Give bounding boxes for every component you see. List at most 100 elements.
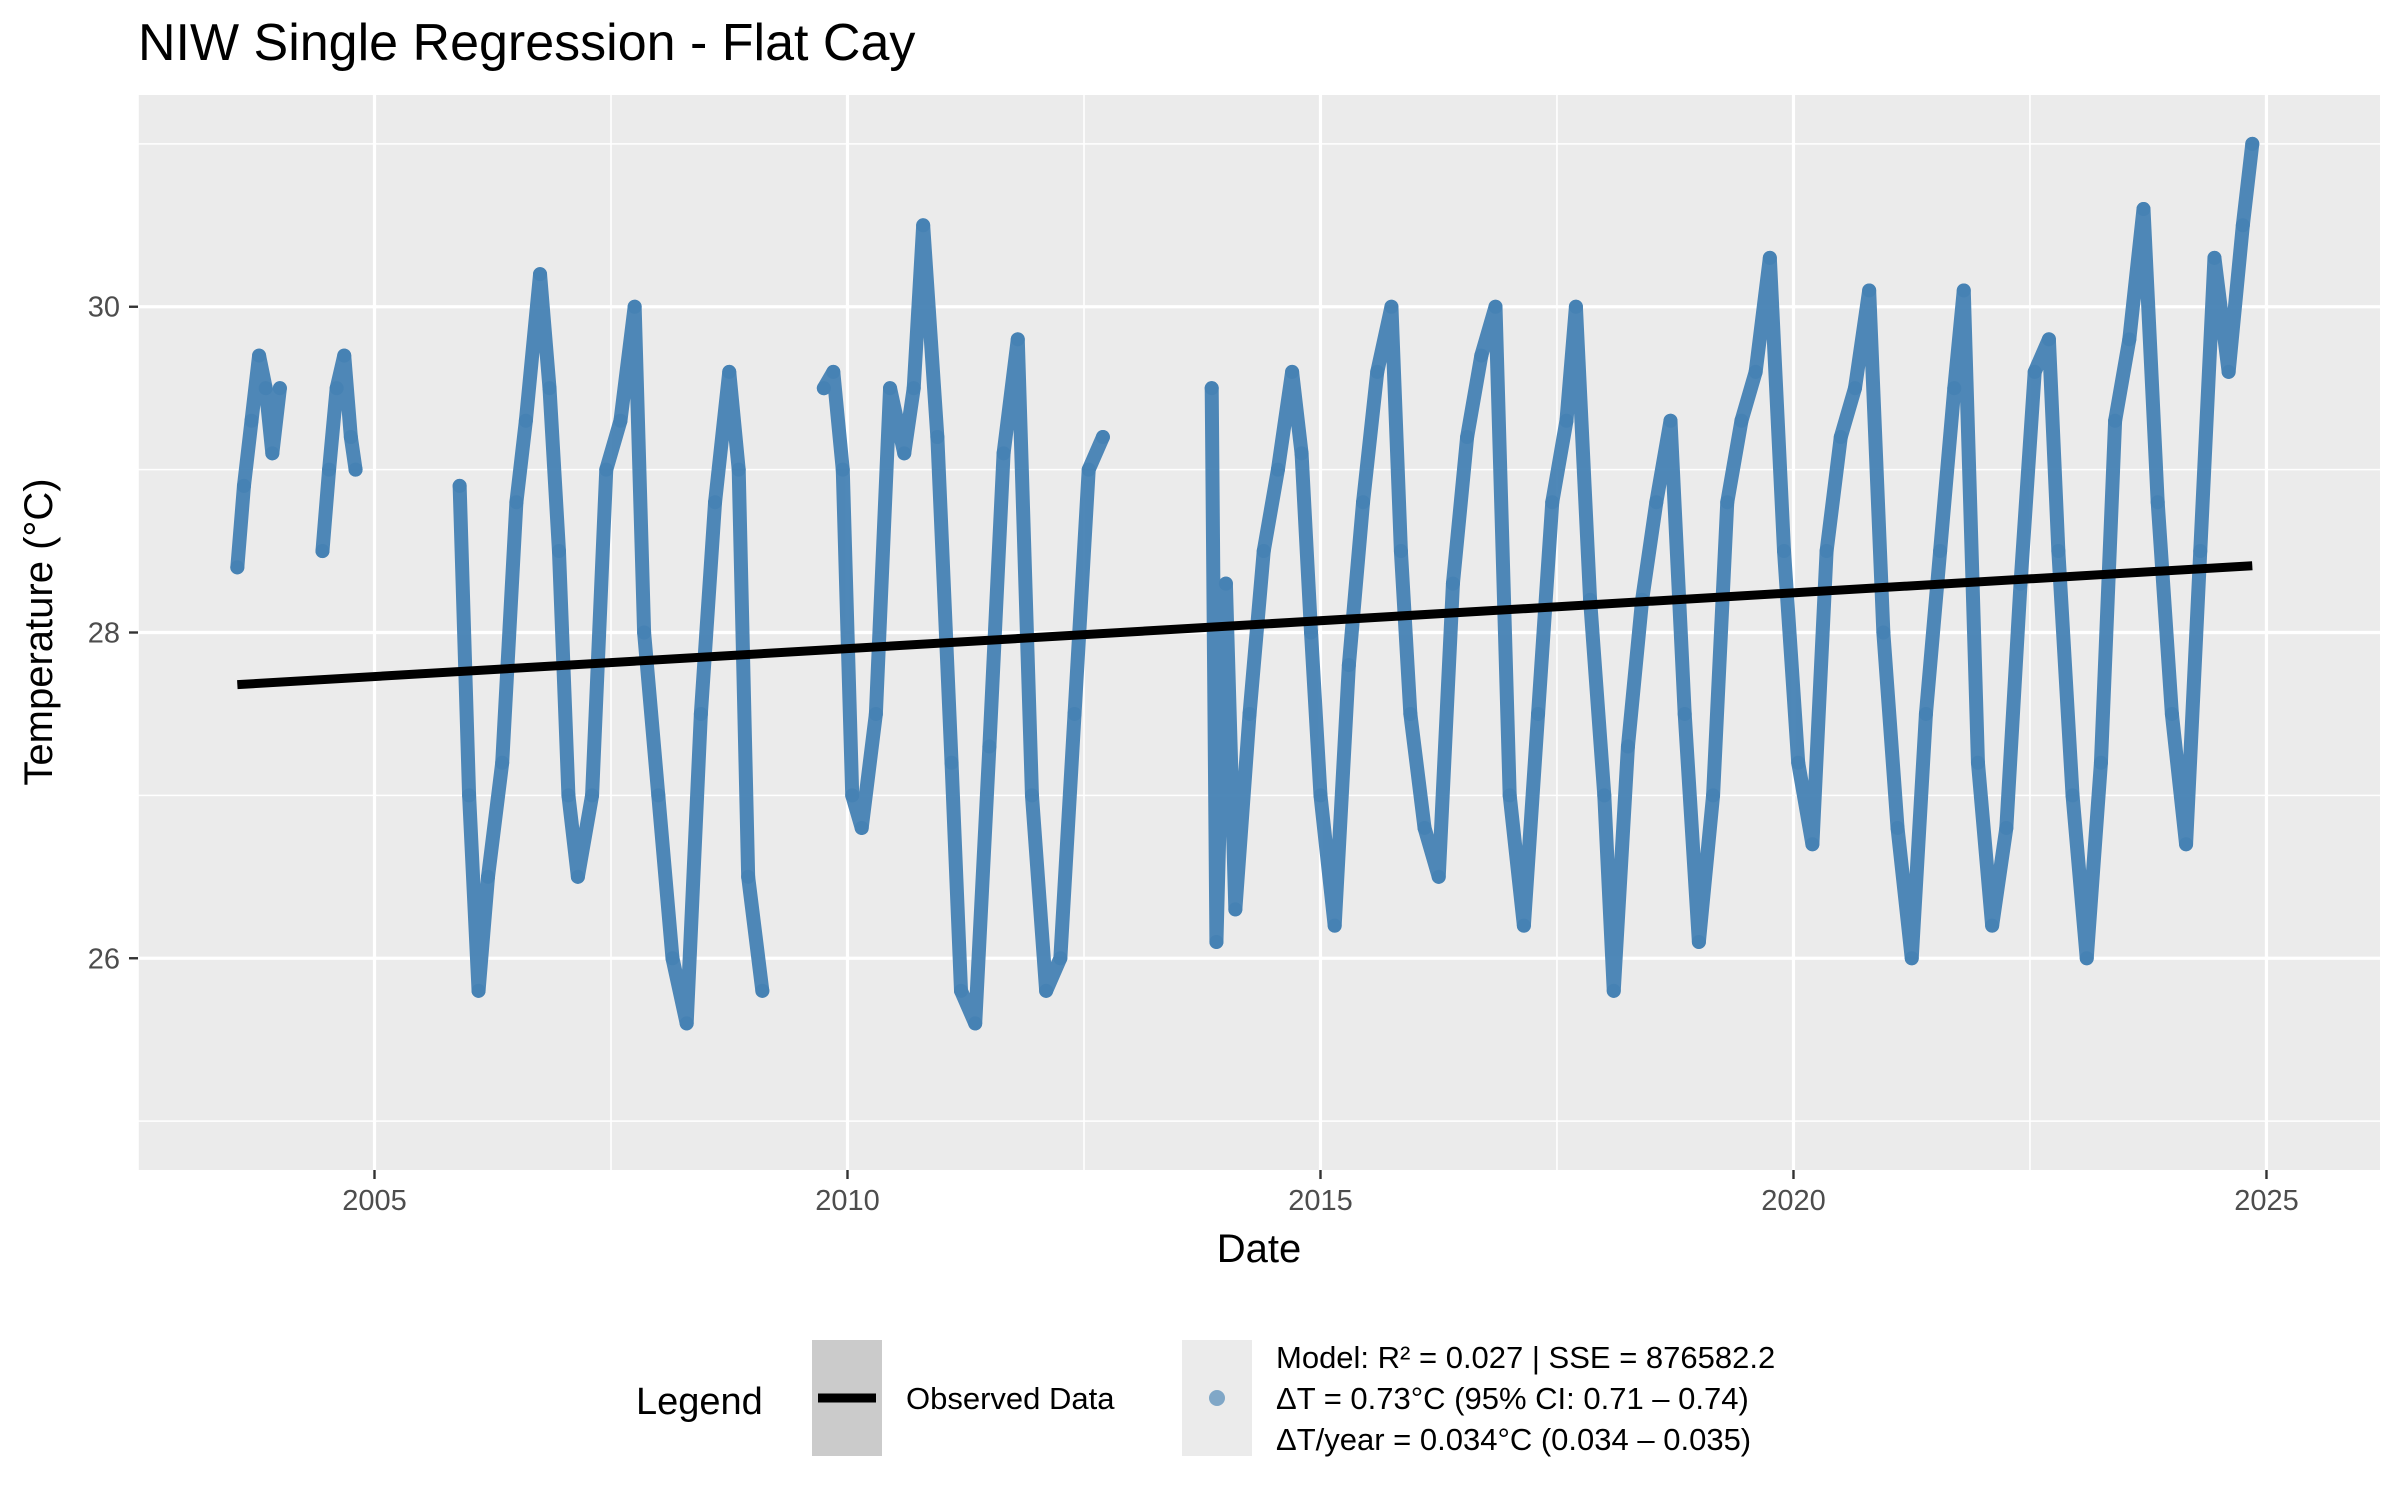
observed-data-point xyxy=(570,869,585,884)
observed-data-point xyxy=(343,430,358,445)
observed-data-point xyxy=(1805,837,1820,852)
x-tick-label: 2010 xyxy=(815,1185,880,1217)
observed-data-point xyxy=(1242,706,1257,721)
observed-data-point xyxy=(1474,348,1489,363)
observed-data-point xyxy=(906,381,921,396)
observed-data-point xyxy=(272,381,287,396)
observed-data-point xyxy=(561,788,576,803)
observed-data-point xyxy=(1649,495,1664,510)
observed-data-point xyxy=(826,364,841,379)
observed-data-point xyxy=(1270,462,1285,477)
observed-data-point xyxy=(1228,902,1243,917)
x-tick-label: 2005 xyxy=(342,1185,407,1217)
observed-data-point xyxy=(533,267,548,282)
observed-data-point xyxy=(2207,250,2222,265)
observed-data-point xyxy=(883,381,898,396)
observed-data-point xyxy=(1460,430,1475,445)
observed-data-point xyxy=(2108,413,2123,428)
legend: Legend Observed Data Model: R² = 0.027 |… xyxy=(636,1340,1775,1457)
observed-data-point xyxy=(1024,788,1039,803)
observed-data-point xyxy=(1204,381,1219,396)
observed-data-point xyxy=(1010,332,1025,347)
observed-data-point xyxy=(1791,755,1806,770)
observed-data-point xyxy=(1999,820,2014,835)
legend-title: Legend xyxy=(636,1381,763,1423)
observed-data-point xyxy=(2065,788,2080,803)
observed-data-point xyxy=(244,413,259,428)
observed-data-point xyxy=(627,299,642,314)
observed-data-point xyxy=(708,495,723,510)
trend-line-layer xyxy=(237,561,2253,690)
y-axis: 26 28 30 xyxy=(88,292,138,975)
observed-data-point xyxy=(322,462,337,477)
observed-data-point xyxy=(1304,625,1319,640)
observed-data-point xyxy=(1545,495,1560,510)
observed-data-point xyxy=(679,1016,694,1031)
observed-data-point xyxy=(731,462,746,477)
observed-data-point xyxy=(1095,430,1110,445)
observed-data-point xyxy=(954,983,969,998)
observed-data-point xyxy=(996,446,1011,461)
observed-data-layer xyxy=(230,136,2260,1031)
observed-data-point xyxy=(1777,544,1792,559)
observed-data-segment xyxy=(452,267,770,1031)
observed-data-point xyxy=(599,462,614,477)
observed-data-point xyxy=(1734,413,1749,428)
observed-data-point xyxy=(1918,706,1933,721)
observed-data-point xyxy=(1819,544,1834,559)
observed-data-point xyxy=(1356,495,1371,510)
observed-data-point xyxy=(236,478,251,493)
observed-data-point xyxy=(1970,755,1985,770)
observed-data-point xyxy=(916,218,931,233)
observed-data-point xyxy=(1053,951,1068,966)
observed-data-point xyxy=(1313,788,1328,803)
observed-data-point xyxy=(1568,299,1583,314)
observed-data-point xyxy=(2235,218,2250,233)
observed-data-point xyxy=(1256,544,1271,559)
x-axis-title: Date xyxy=(1217,1227,1302,1271)
observed-data-point xyxy=(1833,430,1848,445)
observed-data-point xyxy=(1531,706,1546,721)
observed-data-point xyxy=(722,364,737,379)
observed-data-point xyxy=(265,446,280,461)
observed-data-point xyxy=(1706,788,1721,803)
observed-data-point xyxy=(258,381,273,396)
observed-data-point xyxy=(651,788,666,803)
observed-data-point xyxy=(2079,951,2094,966)
observed-data-point xyxy=(329,381,344,396)
observed-data-point xyxy=(1748,364,1763,379)
x-tick-label: 2025 xyxy=(2234,1185,2299,1217)
observed-data-point xyxy=(665,951,680,966)
observed-data-point xyxy=(968,1016,983,1031)
legend-model-line-3: ΔT/year = 0.034°C (0.034 – 0.035) xyxy=(1276,1422,1751,1457)
observed-data-point xyxy=(1417,820,1432,835)
observed-data-point xyxy=(2150,495,2165,510)
x-tick-label: 2020 xyxy=(1761,1185,1826,1217)
observed-data-point xyxy=(2051,544,2066,559)
observed-data-point xyxy=(2027,364,2042,379)
observed-data-point xyxy=(462,788,477,803)
observed-data-point xyxy=(1663,413,1678,428)
observed-data-point xyxy=(637,625,652,640)
observed-data-point xyxy=(518,413,533,428)
observed-data-point xyxy=(452,478,467,493)
y-axis-title: Temperature (°C) xyxy=(17,478,61,785)
observed-data-point xyxy=(755,983,770,998)
observed-data-point xyxy=(1720,495,1735,510)
observed-data-point xyxy=(2245,136,2260,151)
observed-data-point xyxy=(1081,462,1096,477)
observed-data-point xyxy=(1904,951,1919,966)
observed-data-point xyxy=(816,381,831,396)
legend-key-point xyxy=(1209,1390,1225,1406)
observed-data-point xyxy=(897,446,912,461)
chart-title: NIW Single Regression - Flat Cay xyxy=(138,14,915,72)
x-tick-label: 2015 xyxy=(1288,1185,1353,1217)
legend-label-observed: Observed Data xyxy=(906,1381,1115,1416)
observed-data-point xyxy=(845,788,860,803)
observed-data-point xyxy=(1209,934,1224,949)
observed-data-point xyxy=(1606,983,1621,998)
observed-data-point xyxy=(1370,364,1385,379)
observed-data-point xyxy=(1341,658,1356,673)
observed-data-point xyxy=(2221,364,2236,379)
observed-data-point xyxy=(542,381,557,396)
